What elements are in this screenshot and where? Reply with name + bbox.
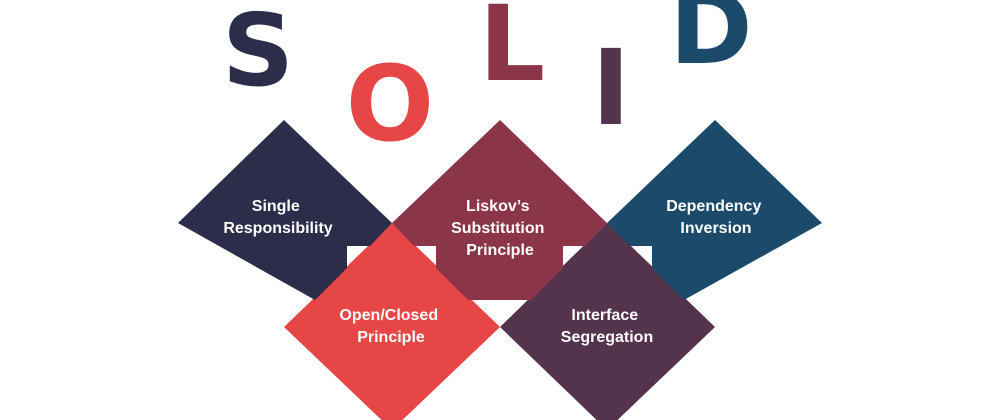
label-liskov-substitution: Liskov’s Substitution Principle [451, 198, 549, 259]
diamond-liskov-substitution [392, 120, 607, 300]
label-dependency-inversion: Dependency Inversion [666, 198, 766, 237]
label-line: Substitution [451, 220, 544, 237]
title-letter-i: I [592, 27, 631, 149]
label-line: Open/Closed [339, 307, 438, 324]
title-letter-o: O [346, 43, 434, 165]
diamond-interface-segregation [500, 223, 715, 420]
label-single-responsibility: Single Responsibility [223, 198, 332, 237]
diamond-single-responsibility [178, 120, 392, 300]
label-line: Inversion [680, 220, 751, 237]
label-line: Principle [357, 329, 425, 346]
label-line: Principle [466, 242, 534, 259]
title-letter-d: D [669, 0, 752, 87]
principle-labels: Single Responsibility Open/Closed Princi… [223, 198, 766, 346]
label-interface-segregation: Interface Segregation [561, 307, 653, 346]
label-line: Segregation [561, 329, 653, 346]
diamond-open-closed [284, 223, 500, 420]
label-line: Single [252, 198, 300, 215]
label-open-closed: Open/Closed Principle [339, 307, 442, 346]
label-line: Liskov’s [466, 198, 530, 215]
diamond-dependency-inversion [607, 120, 822, 300]
title-letter-s: S [222, 0, 294, 109]
label-line: Responsibility [223, 220, 332, 237]
title-letters: S O L I D [222, 0, 753, 165]
title-letter-l: L [479, 0, 545, 105]
principle-diamonds [178, 120, 822, 420]
label-line: Dependency [666, 198, 761, 215]
label-line: Interface [571, 307, 638, 324]
